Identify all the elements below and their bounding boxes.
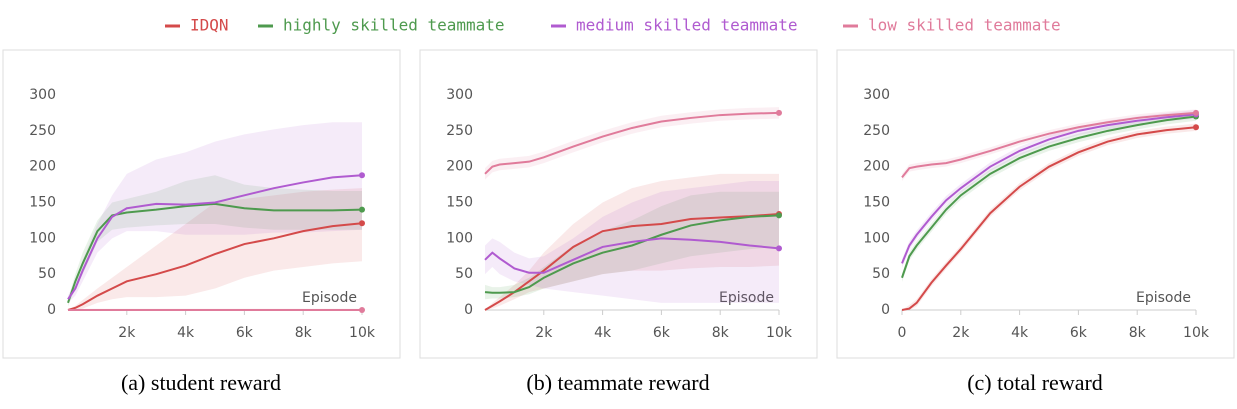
caption: (c) total reward (967, 370, 1103, 395)
x-tick-label: 6k (236, 325, 254, 341)
series-line (484, 111, 780, 175)
y-tick-label: 50 (872, 266, 890, 282)
series-line (901, 111, 1197, 179)
series-line (484, 212, 780, 311)
y-tick-label: 0 (881, 302, 890, 318)
x-tick-label: 8k (712, 325, 730, 341)
legend-label: low skilled teammate (868, 16, 1061, 35)
panel-frame (419, 49, 818, 359)
series-line (901, 126, 1197, 311)
legend-label: medium skilled teammate (576, 16, 798, 35)
panel-frame (836, 49, 1235, 359)
x-axis-label: Episode (302, 290, 357, 306)
confidence-band (68, 122, 362, 303)
series-line (484, 237, 780, 274)
x-tick-label: 2k (535, 325, 553, 341)
x-tick-label: 8k (1129, 325, 1147, 341)
x-tick-label: 8k (295, 325, 313, 341)
end-marker (776, 212, 782, 219)
y-tick-label: 0 (47, 302, 56, 318)
x-tick-label: 6k (1070, 325, 1088, 341)
y-tick-label: 150 (863, 195, 890, 211)
y-tick-label: 250 (446, 123, 473, 139)
legend-label: IDQN (190, 16, 229, 35)
y-tick-label: 200 (446, 159, 473, 175)
end-marker (359, 206, 365, 213)
series-line (67, 202, 363, 304)
series-line (67, 174, 363, 300)
y-tick-label: 100 (863, 230, 890, 246)
y-tick-label: 300 (29, 87, 56, 103)
y-tick-label: 250 (29, 123, 56, 139)
legend-label: highly skilled teammate (283, 16, 505, 35)
confidence-band (485, 107, 779, 180)
end-marker (359, 307, 365, 313)
series-line (901, 113, 1197, 264)
series-line (67, 222, 363, 311)
end-marker (1193, 109, 1199, 116)
x-tick-label: 10k (1183, 325, 1210, 341)
y-tick-label: 150 (446, 195, 473, 211)
y-tick-label: 150 (29, 195, 56, 211)
x-axis-label: Episode (719, 290, 774, 306)
x-tick-label: 4k (177, 325, 195, 341)
end-marker (359, 220, 365, 227)
caption: (a) student reward (121, 370, 281, 395)
y-tick-label: 300 (863, 87, 890, 103)
x-tick-label: 4k (594, 325, 612, 341)
end-marker (1193, 124, 1199, 131)
x-axis-label: Episode (1136, 290, 1191, 306)
confidence-band (902, 123, 1196, 311)
x-tick-label: 6k (653, 325, 671, 341)
y-tick-label: 200 (29, 159, 56, 175)
x-tick-label: 4k (1011, 325, 1029, 341)
y-tick-label: 200 (863, 159, 890, 175)
series-line (484, 214, 780, 294)
y-tick-label: 100 (29, 230, 56, 246)
confidence-band (68, 188, 362, 310)
y-tick-label: 250 (863, 123, 890, 139)
end-marker (776, 245, 782, 252)
end-marker (776, 109, 782, 116)
panel-frame (2, 49, 401, 359)
y-tick-label: 50 (455, 266, 473, 282)
series-line (901, 115, 1197, 279)
x-tick-label: 0 (898, 325, 907, 341)
confidence-band (68, 175, 362, 307)
caption: (b) teammate reward (526, 370, 709, 395)
y-tick-label: 50 (38, 266, 56, 282)
x-tick-label: 10k (766, 325, 793, 341)
y-tick-label: 300 (446, 87, 473, 103)
end-marker (359, 172, 365, 179)
x-tick-label: 2k (952, 325, 970, 341)
x-tick-label: 10k (349, 325, 376, 341)
y-tick-label: 0 (464, 302, 473, 318)
x-tick-label: 2k (118, 325, 136, 341)
y-tick-label: 100 (446, 230, 473, 246)
